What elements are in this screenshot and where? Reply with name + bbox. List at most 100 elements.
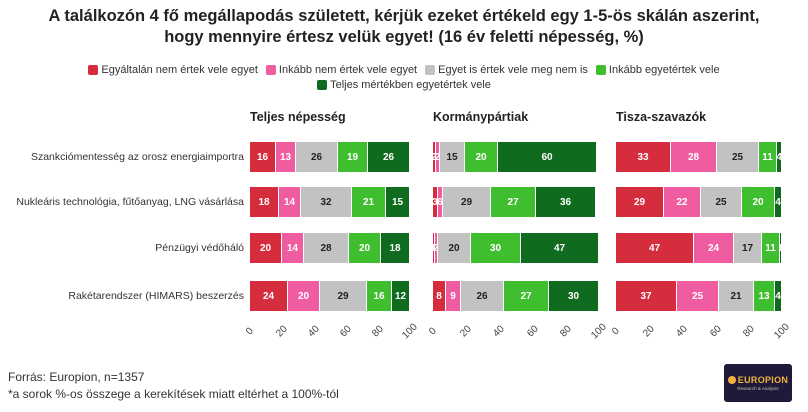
legend-item-2: Egyet is értek vele meg nem is — [425, 64, 588, 76]
legend-label-4: Teljes mértékben egyetértek vele — [330, 79, 491, 91]
legend-label-0: Egyáltalán nem értek vele egyet — [101, 64, 258, 76]
bar-label-p2-r1-s4: 4 — [775, 196, 781, 208]
bar-segment-p0-r0-s0: 16 — [250, 142, 276, 172]
x-tick-p1-3: 60 — [524, 323, 541, 340]
bar-segment-p0-r3-s1: 20 — [288, 281, 320, 311]
bar-segment-p0-r0-s4: 26 — [368, 142, 410, 172]
bar-label-p0-r3-s1: 20 — [297, 290, 310, 302]
legend-item-0: Egyáltalán nem értek vele egyet — [88, 64, 258, 76]
bar-segment-p2-r3-s1: 25 — [677, 281, 719, 311]
x-tick-p1-0: 0 — [427, 325, 439, 338]
legend-swatch-1 — [265, 65, 276, 75]
bar-segment-p0-r1-s1: 14 — [279, 187, 301, 217]
x-tick-p0-0: 0 — [244, 325, 256, 338]
bar-label-p1-r0-s0: 2 — [433, 152, 435, 163]
europion-logo: EUROPION Research & Analysis — [724, 364, 792, 402]
legend-swatch-3 — [595, 65, 606, 75]
bar-segment-p2-r2-s3: 11 — [762, 233, 780, 263]
bar-label-p2-r2-s1: 24 — [707, 242, 720, 254]
bar-label-p1-r1-s4: 36 — [559, 196, 572, 208]
bar-label-p1-r1-s0: 3 — [433, 197, 437, 208]
legend-label-2: Egyet is értek vele meg nem is — [438, 64, 588, 76]
source-text: Forrás: Europion, n=1357 — [8, 370, 145, 384]
bar-label-p1-r2-s4: 47 — [553, 242, 566, 254]
bar-segment-p2-r1-s3: 20 — [742, 187, 775, 217]
legend-swatch-2 — [425, 65, 436, 75]
bar-label-p0-r1-s3: 21 — [362, 196, 375, 208]
legend-label-1: Inkább nem értek vele egyet — [278, 64, 418, 76]
bar-label-p2-r1-s1: 22 — [676, 196, 688, 208]
legend-swatch-4 — [317, 80, 328, 90]
bar-segment-p0-r3-s2: 29 — [320, 281, 367, 311]
x-tick-p1-1: 20 — [458, 323, 475, 340]
legend-row-2: Teljes mértékben egyetértek vele — [0, 79, 808, 91]
bar-segment-p0-r0-s1: 13 — [276, 142, 296, 172]
bar-segment-p1-r0-s4: 60 — [498, 142, 597, 172]
logo-mark-icon — [727, 376, 736, 384]
bar-label-p0-r3-s0: 24 — [262, 290, 275, 302]
bar-label-p2-r2-s2: 17 — [741, 242, 754, 254]
x-tick-p0-4: 80 — [370, 323, 386, 340]
chart-title-line1: A találkozón 4 fő megállapodás született… — [48, 7, 760, 25]
bar-segment-p0-r2-s2: 28 — [304, 233, 349, 263]
legend-item-1: Inkább nem értek vele egyet — [265, 64, 418, 76]
x-tick-p0-5: 100 — [400, 321, 420, 342]
bar-label-p1-r0-s1: 2 — [436, 152, 439, 163]
bar-segment-p1-r3-s2: 26 — [461, 281, 504, 311]
bar-label-p0-r0-s0: 16 — [256, 151, 269, 163]
bar-segment-p2-r1-s2: 25 — [701, 187, 742, 217]
bar-label-p1-r3-s1: 9 — [450, 290, 456, 302]
bar-label-p2-r3-s4: 4 — [775, 290, 781, 302]
bar-segment-p1-r2-s0: 1 — [433, 233, 435, 263]
bar-segment-p0-r2-s0: 20 — [250, 233, 282, 263]
panel-0-bars: 16 13 26 19 26 18 14 32 21 15 20 14 28 20 18 24 20 29 16 12… — [244, 130, 420, 350]
bar-segment-p1-r0-s1: 2 — [436, 142, 440, 172]
bar-label-p1-r2-s2: 20 — [448, 242, 460, 254]
x-tick-p2-4: 80 — [740, 323, 757, 340]
bar-label-p2-r3-s3: 13 — [758, 290, 770, 302]
bar-segment-p2-r0-s0: 33 — [616, 142, 671, 172]
bar-segment-p2-r2-s2: 17 — [734, 233, 762, 263]
x-tick-p1-2: 40 — [491, 323, 508, 340]
x-tick-p2-2: 40 — [674, 323, 691, 340]
bar-label-p0-r3-s4: 12 — [394, 290, 407, 302]
bar-segment-p0-r0-s3: 19 — [338, 142, 368, 172]
bar-label-p2-r0-s3: 11 — [762, 151, 773, 163]
bar-label-p2-r2-s4: 1 — [780, 243, 781, 254]
bar-segment-p0-r1-s3: 21 — [352, 187, 386, 217]
x-tick-p2-0: 0 — [610, 325, 622, 338]
bar-segment-p1-r0-s2: 15 — [440, 142, 465, 172]
legend: Egyáltalán nem értek vele egyet Inkább n… — [0, 64, 808, 94]
bar-label-p0-r1-s2: 32 — [320, 196, 332, 208]
legend-swatch-0 — [88, 65, 99, 75]
bar-segment-p0-r1-s4: 15 — [386, 187, 410, 217]
legend-label-3: Inkább egyetértek vele — [608, 64, 720, 76]
bar-segment-p2-r3-s2: 21 — [719, 281, 754, 311]
bar-segment-p1-r1-s3: 27 — [491, 187, 536, 217]
bar-segment-p2-r1-s0: 29 — [616, 187, 664, 217]
bar-label-p0-r2-s4: 18 — [389, 242, 401, 254]
bar-label-p1-r0-s4: 60 — [541, 151, 553, 163]
bar-segment-p2-r2-s4: 1 — [780, 233, 782, 263]
bar-segment-p0-r2-s3: 20 — [349, 233, 381, 263]
bar-label-p2-r0-s4: 4 — [777, 152, 781, 163]
bar-label-p1-r3-s0: 8 — [436, 290, 442, 302]
bar-segment-p2-r3-s3: 13 — [754, 281, 775, 311]
panel-2-bars: 3328251142922252044724171113725211340204… — [610, 130, 792, 350]
category-label-1: Nukleáris technológia, fűtőanyag, LNG vá… — [16, 196, 244, 208]
bar-segment-p0-r2-s1: 14 — [282, 233, 304, 263]
bar-segment-p1-r2-s1: 2 — [435, 233, 438, 263]
bar-segment-p0-r2-s4: 18 — [381, 233, 410, 263]
x-tick-p2-5: 100 — [772, 321, 792, 342]
bar-label-p2-r1-s2: 25 — [715, 196, 727, 208]
bar-label-p1-r3-s4: 30 — [567, 290, 580, 302]
bar-segment-p2-r0-s3: 11 — [759, 142, 777, 172]
bar-label-p0-r0-s4: 26 — [382, 151, 395, 163]
bar-segment-p0-r3-s4: 12 — [392, 281, 410, 311]
panel-title-2: Tisza-szavazók — [616, 110, 707, 124]
bar-label-p2-r2-s0: 47 — [648, 242, 661, 254]
bar-label-p0-r2-s2: 28 — [320, 242, 332, 254]
bar-label-p0-r3-s3: 16 — [373, 290, 385, 302]
bar-label-p0-r0-s2: 26 — [310, 151, 323, 163]
bar-label-p2-r2-s3: 11 — [765, 242, 776, 254]
